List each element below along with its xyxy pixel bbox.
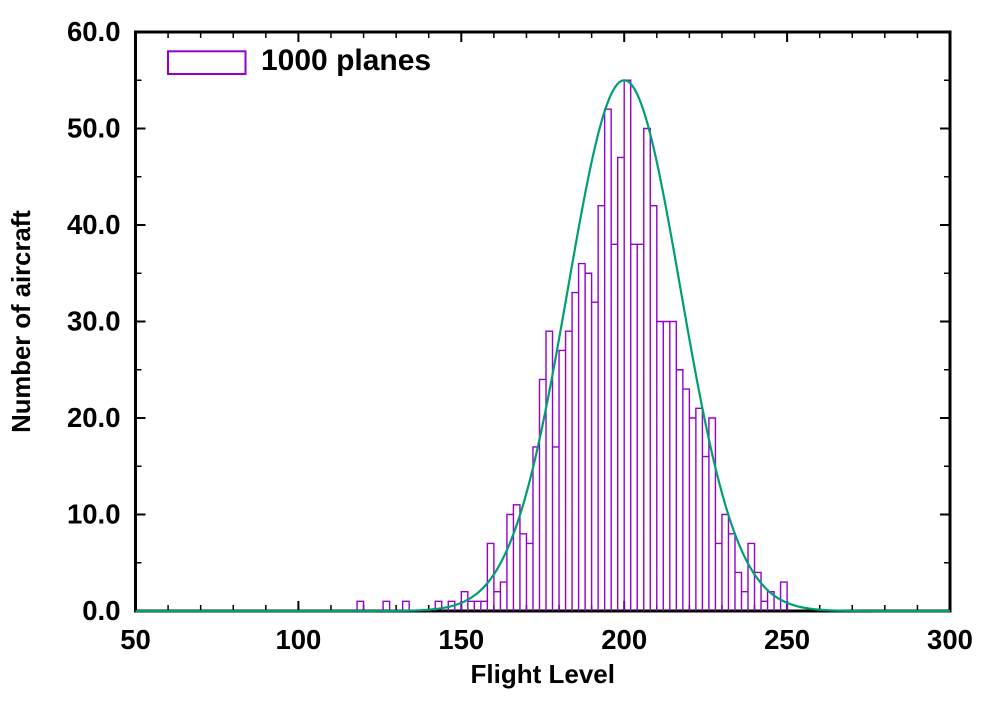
svg-text:Flight Level: Flight Level: [471, 659, 615, 689]
svg-text:30.0: 30.0: [67, 306, 121, 337]
svg-text:250: 250: [764, 624, 810, 655]
svg-text:100: 100: [275, 624, 321, 655]
svg-text:20.0: 20.0: [67, 402, 121, 433]
svg-text:150: 150: [438, 624, 484, 655]
svg-text:40.0: 40.0: [67, 209, 121, 240]
svg-text:1000 planes: 1000 planes: [261, 44, 431, 77]
svg-text:0.0: 0.0: [82, 595, 120, 626]
svg-text:60.0: 60.0: [67, 16, 121, 47]
svg-text:Number of aircraft: Number of aircraft: [8, 210, 36, 433]
svg-text:50.0: 50.0: [67, 113, 121, 144]
svg-text:200: 200: [601, 624, 647, 655]
svg-text:300: 300: [927, 624, 973, 655]
svg-text:50: 50: [120, 624, 151, 655]
svg-text:10.0: 10.0: [67, 499, 121, 530]
